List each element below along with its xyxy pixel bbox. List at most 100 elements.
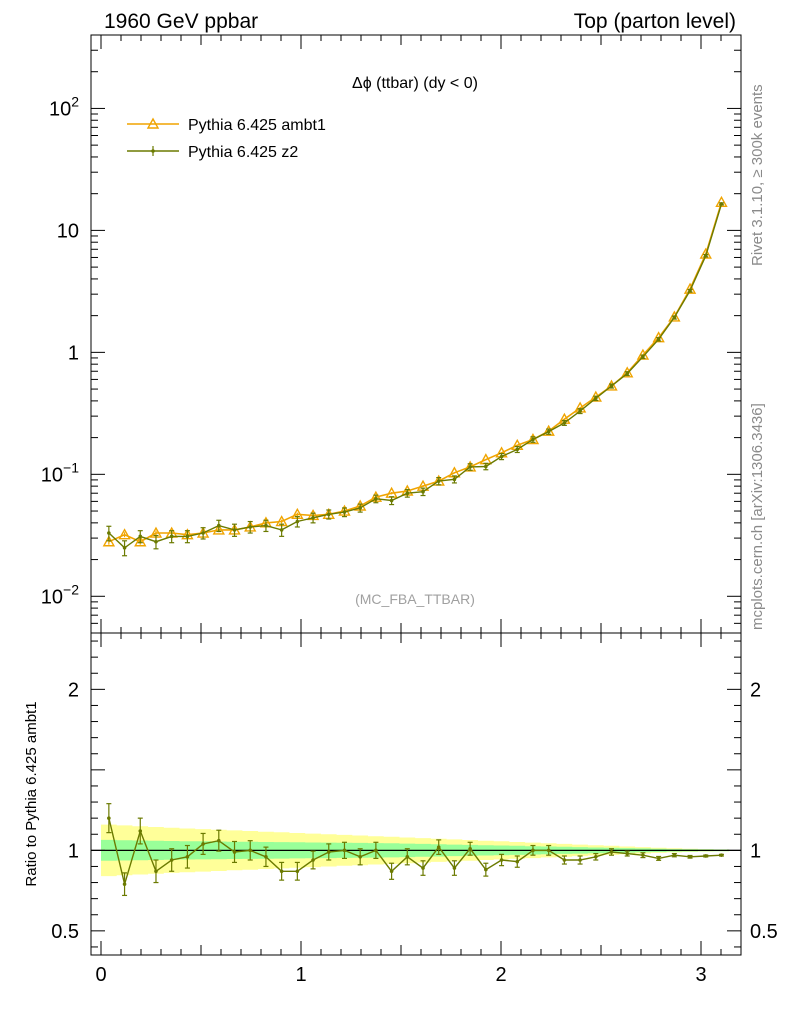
data-point-z2	[201, 531, 205, 535]
side-label-mcplots: mcplots.cern.ch [arXiv:1306.3436]	[749, 403, 766, 630]
ratio-ytick-label-right: 0.5	[750, 921, 778, 943]
data-point-ambt1	[118, 528, 131, 540]
ratio-content	[91, 803, 741, 897]
ratio-ticks	[91, 633, 741, 955]
main-ytick-label: 1	[68, 342, 79, 364]
ratio-data-point	[703, 854, 708, 858]
ratio-data-point	[609, 850, 614, 854]
data-point-z2	[217, 523, 221, 528]
data-point-z2	[719, 202, 724, 206]
data-point-z2	[342, 510, 347, 514]
ratio-data-point	[546, 848, 551, 853]
legend-label-ambt1: Pythia 6.425 ambt1	[188, 117, 326, 134]
ratio-data-point	[594, 854, 598, 859]
data-point-z2	[609, 384, 614, 388]
ratio-data-point	[217, 838, 221, 843]
data-point-z2	[546, 429, 551, 434]
data-point-z2	[656, 337, 661, 342]
legend-marker-ambt1	[146, 117, 160, 129]
legend-label-z2: Pythia 6.425 z2	[188, 144, 298, 161]
ratio-data-point	[374, 848, 378, 853]
main-ytick-label: 10−2	[41, 581, 79, 608]
ratio-data-point	[641, 853, 645, 857]
ratio-data-point	[138, 829, 143, 833]
ratio-data-point	[122, 882, 127, 886]
ratio-data-point	[248, 848, 253, 853]
data-point-z2	[389, 498, 394, 503]
header-right: Top (parton level)	[574, 10, 736, 33]
main-panel: 10−2 10−1 1 10 102 Δϕ (ttbar) (dy < 0) (MC_F…	[41, 34, 742, 634]
data-point-z2	[421, 489, 425, 494]
main-ticks	[91, 34, 741, 634]
ratio-data-point	[436, 845, 441, 849]
data-point-z2	[122, 545, 127, 550]
data-point-z2	[594, 396, 598, 401]
ratio-ytick-label-left: 0.5	[51, 921, 79, 943]
ratio-series-line	[108, 817, 722, 887]
data-point-z2	[625, 371, 630, 376]
data-point-z2	[138, 534, 143, 539]
ratio-data-point	[358, 854, 362, 859]
data-point-z2	[436, 479, 441, 483]
data-point-z2	[279, 528, 284, 532]
ratio-ytick-label-left: 1	[68, 840, 79, 862]
ratio-data-point	[421, 866, 425, 870]
ratio-data-point	[562, 858, 567, 862]
ratio-data-point	[405, 854, 410, 859]
ratio-data-point	[169, 858, 174, 862]
side-label-rivet: Rivet 3.1.10, ≥ 300k events	[749, 84, 766, 266]
analysis-watermark: (MC_FBA_TTBAR)	[355, 591, 475, 607]
data-point-ambt1	[134, 535, 147, 547]
ratio-ytick-label-right: 1	[750, 840, 761, 862]
xtick-label: 2	[495, 964, 506, 986]
data-point-z2	[578, 409, 582, 413]
ratio-data-point	[515, 859, 520, 864]
ratio-data-point	[185, 854, 190, 859]
data-point-z2	[248, 525, 253, 529]
data-point-z2	[531, 437, 535, 442]
ratio-data-point	[578, 858, 582, 862]
data-point-z2	[107, 531, 111, 535]
data-point-z2	[515, 447, 520, 452]
data-point-z2	[405, 491, 410, 496]
ratio-ytick-label-left: 2	[68, 679, 79, 701]
data-point-z2	[358, 506, 362, 510]
data-point-ambt1	[683, 282, 697, 294]
main-ytick-labels: 10−2 10−1 1 10 102	[41, 93, 79, 608]
header-left: 1960 GeV ppbar	[104, 10, 258, 33]
ratio-data-point	[107, 816, 111, 820]
data-point-z2	[169, 534, 174, 539]
ratio-data-point	[499, 858, 504, 862]
ratio-data-point	[232, 850, 237, 854]
data-point-z2	[154, 539, 158, 544]
ratio-data-point	[672, 853, 677, 857]
ratio-data-point	[531, 848, 535, 853]
data-point-ambt1	[605, 379, 618, 391]
ratio-data-point	[389, 869, 394, 874]
ratio-frame	[90, 632, 742, 956]
data-point-z2	[468, 465, 472, 469]
main-title: Δϕ (ttbar) (dy < 0)	[352, 75, 478, 92]
ratio-ylabel: Ratio to Pythia 6.425 ambt1	[23, 701, 40, 886]
ratio-data-point	[311, 858, 315, 862]
main-ytick-label: 10	[57, 220, 79, 242]
main-ytick-label: 10−1	[41, 459, 79, 486]
data-point-z2	[672, 315, 677, 320]
ratio-data-point	[279, 869, 284, 874]
ratio-data-point	[688, 854, 692, 859]
series-line-z2	[108, 203, 723, 549]
data-point-z2	[703, 253, 708, 258]
header: 1960 GeV ppbar Top (parton level)	[104, 10, 736, 33]
ratio-ytick-labels: 0.5 0.5 1 1 2 2	[51, 679, 778, 943]
xtick-label: 3	[695, 964, 706, 986]
main-content	[102, 195, 728, 557]
ratio-data-point	[264, 854, 268, 859]
data-point-ambt1	[699, 247, 712, 259]
data-point-z2	[311, 516, 315, 520]
data-point-z2	[484, 464, 488, 469]
ratio-data-point	[295, 869, 300, 874]
ratio-data-point	[326, 850, 331, 854]
data-point-z2	[562, 421, 567, 425]
data-point-z2	[641, 354, 645, 359]
ratio-data-point	[452, 866, 457, 870]
